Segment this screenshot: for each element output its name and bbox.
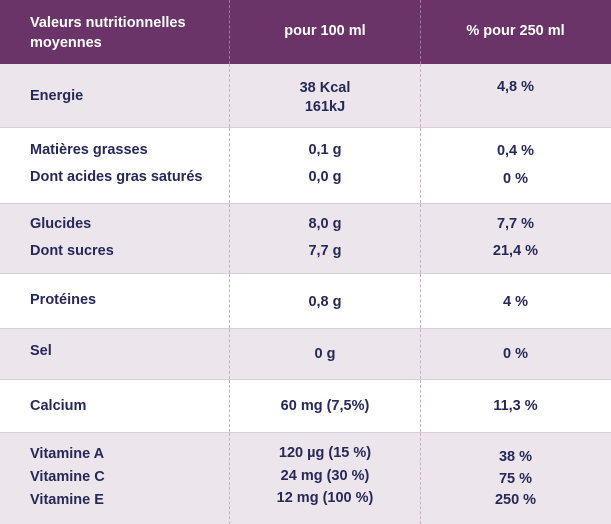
row-label: Dont sucres: [30, 243, 114, 259]
row-pct: 4 %: [503, 294, 528, 310]
table-header: Valeurs nutritionnelles moyennes pour 10…: [0, 0, 611, 64]
header-per-250ml: % pour 250 ml: [466, 23, 565, 39]
row-pct: 0 %: [503, 171, 528, 187]
row-per100: 0,1 g: [308, 142, 342, 158]
row-label: Vitamine A: [30, 446, 105, 462]
column-divider: [420, 380, 421, 432]
row-per100: 0,0 g: [308, 169, 342, 185]
column-divider: [420, 274, 421, 328]
row-pct: 0 %: [503, 346, 528, 362]
row-label: Glucides: [30, 216, 92, 232]
row-label: Vitamine C: [30, 469, 105, 485]
row-divider: [0, 273, 611, 274]
row-per100: 120 µg (15 %): [278, 445, 372, 461]
table-row-glucides: Glucides 8,0 g 7,7 % Dont sucres 7,7 g 2…: [0, 204, 611, 273]
table-row-vitamines: Vitamine A 120 µg (15 %) 38 % Vitamine C…: [0, 433, 611, 524]
row-pct: 0,4 %: [496, 143, 535, 159]
row-per100: 0,8 g: [308, 294, 342, 310]
column-divider: [420, 329, 421, 379]
row-per100: 12 mg (100 %): [276, 490, 374, 506]
row-divider: [0, 379, 611, 380]
column-divider: [229, 329, 230, 379]
column-divider: [420, 433, 421, 524]
row-pct: 21,4 %: [492, 243, 539, 259]
column-divider: [229, 64, 230, 127]
table-row-proteines: Protéines 0,8 g 4 %: [0, 274, 611, 328]
column-divider: [229, 433, 230, 524]
row-pct: 11,3 %: [493, 398, 538, 414]
row-per100: 24 mg (30 %): [280, 468, 370, 484]
column-divider: [229, 128, 230, 203]
row-per100-line2: 161kJ: [304, 99, 346, 115]
row-per100-line1: 38 Kcal: [299, 80, 351, 96]
row-pct: 38 %: [498, 449, 533, 465]
row-per100: 60 mg (7,5%): [280, 398, 370, 414]
header-nutrient: Valeurs nutritionnelles moyennes: [30, 13, 186, 53]
row-label: Matières grasses: [30, 142, 148, 158]
table-row-calcium: Calcium 60 mg (7,5%) 11,3 %: [0, 380, 611, 432]
table-row-sel: Sel 0 g 0 %: [0, 329, 611, 379]
row-label: Vitamine E: [30, 492, 104, 508]
header-per-100ml: pour 100 ml: [284, 23, 366, 39]
column-divider: [229, 204, 230, 273]
row-per100: 38 Kcal 161kJ: [230, 79, 420, 117]
row-per100: 8,0 g: [308, 216, 342, 232]
header-nutrient-line1: Valeurs nutritionnelles: [30, 15, 186, 31]
row-pct: 7,7 %: [496, 216, 535, 232]
row-label: Dont acides gras saturés: [30, 169, 203, 185]
column-divider: [420, 64, 421, 127]
row-divider: [0, 127, 611, 128]
row-per100: 0 g: [314, 346, 336, 362]
column-divider: [420, 0, 421, 64]
row-pct: 75 %: [498, 471, 533, 487]
table-row-matieres-grasses: Matières grasses 0,1 g 0,4 % Dont acides…: [0, 128, 611, 203]
column-divider: [229, 274, 230, 328]
column-divider: [420, 128, 421, 203]
row-divider: [0, 203, 611, 204]
column-divider: [420, 204, 421, 273]
row-divider: [0, 328, 611, 329]
row-pct: 250 %: [494, 492, 537, 508]
row-label: Calcium: [30, 398, 87, 414]
column-divider: [229, 0, 230, 64]
column-divider: [229, 380, 230, 432]
row-divider: [0, 432, 611, 433]
row-label: Sel: [30, 343, 52, 359]
row-label: Energie: [30, 88, 84, 104]
header-nutrient-line2: moyennes: [30, 35, 102, 51]
table-row-energie: Energie 38 Kcal 161kJ 4,8 %: [0, 64, 611, 127]
row-per100: 7,7 g: [308, 243, 342, 259]
row-label: Protéines: [30, 292, 97, 308]
row-pct: 4,8 %: [496, 79, 535, 95]
